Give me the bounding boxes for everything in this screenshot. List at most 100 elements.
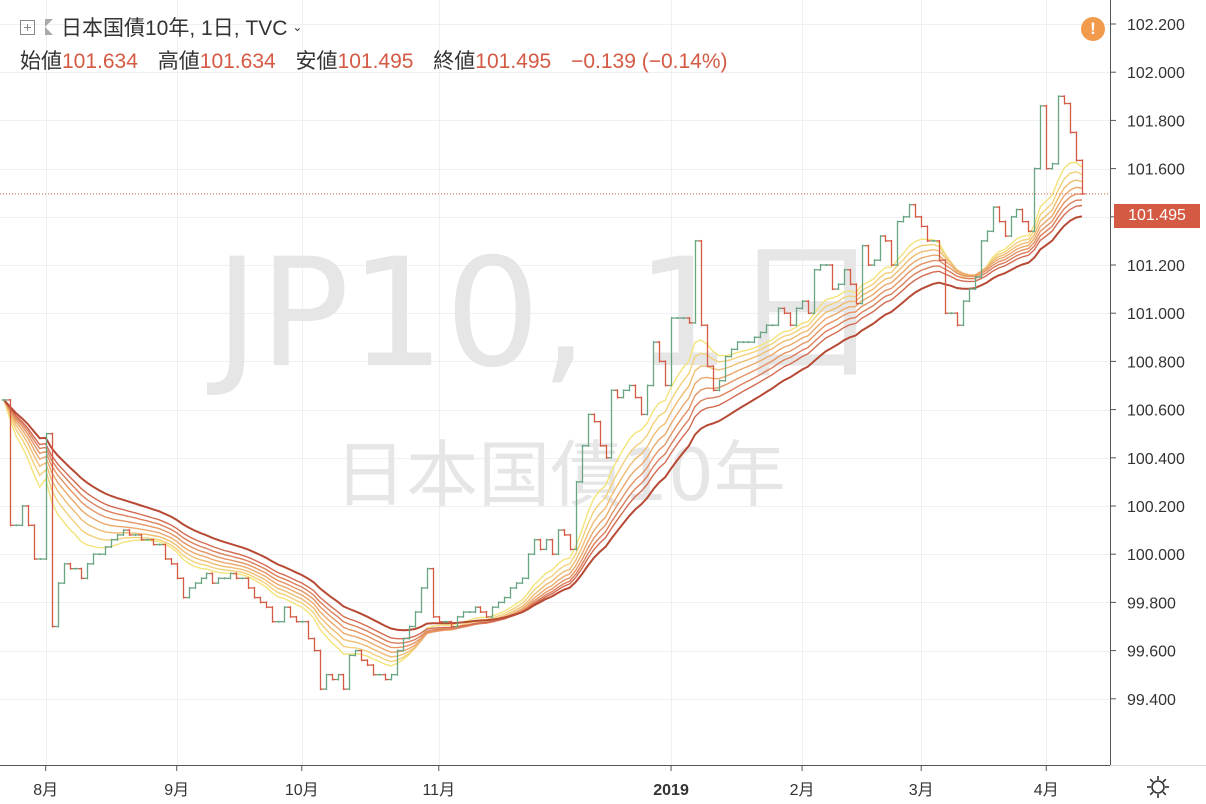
gear-icon[interactable] [1146, 775, 1170, 799]
ohlc-bar [1067, 102, 1074, 134]
ohlc-bar [579, 444, 586, 483]
ohlc-bar [251, 586, 258, 599]
ohlc-bar [418, 586, 425, 614]
ohlc-bar [108, 538, 115, 548]
ohlc-bar [144, 538, 151, 541]
ohlc-bar [394, 649, 401, 676]
ohlc-bar [656, 341, 663, 363]
ohlc-bar [835, 283, 842, 291]
ohlc-bar [1073, 131, 1080, 162]
ohlc-bar [311, 637, 318, 652]
ohlc-bar [436, 615, 443, 623]
y-tick-label: 100.400 [1127, 451, 1185, 468]
ohlc-bar [531, 538, 538, 556]
ohlc-bar [787, 312, 794, 327]
y-tick-label: 99.600 [1127, 644, 1176, 661]
symbol-header[interactable]: 日本国債10年, 1日, TVC ⌄ [20, 12, 302, 42]
ohlc-bar [495, 601, 502, 609]
y-tick-label: 102.000 [1127, 65, 1185, 82]
ohlc-bar [233, 572, 240, 580]
ohlc-bar [716, 379, 723, 392]
plus-box-icon[interactable] [20, 19, 35, 35]
watermark-sub: 日本国債10年 [334, 433, 786, 517]
ohlc-bar [1019, 208, 1026, 223]
x-tick-label: 11月 [422, 782, 455, 799]
ohlc-bar [972, 276, 979, 291]
ohlc-bar [638, 396, 645, 416]
ohlc-bar [698, 239, 705, 327]
ohlc-bar [364, 659, 371, 667]
ohlc-bar [745, 341, 752, 344]
ohlc-bar [376, 673, 383, 676]
ohlc-bar [722, 355, 729, 382]
gridlines [0, 0, 1110, 765]
y-tick-label: 101.200 [1127, 258, 1185, 275]
ohlc-bar [323, 673, 330, 691]
ohlc-bar [209, 572, 216, 585]
ohlc-bar [996, 206, 1003, 223]
ohlc-bar [162, 543, 169, 561]
ohlc-bar [340, 673, 347, 691]
x-tick-label: 2019 [653, 782, 689, 799]
y-tick-label: 101.000 [1127, 306, 1185, 323]
ohlc-bar [561, 529, 568, 536]
ohlc-bar [84, 562, 91, 580]
ohlc-bar [871, 259, 878, 266]
ohlc-legend: 始値101.634 高値101.634 安値101.495 終値101.495 … [20, 45, 728, 75]
ohlc-bar [817, 264, 824, 271]
ohlc-bar [1079, 159, 1086, 195]
open-value: 101.634 [62, 50, 138, 73]
y-tick-label: 101.600 [1127, 162, 1185, 179]
ohlc-bar [567, 533, 574, 551]
ohlc-bar [632, 384, 639, 399]
ohlc-bar [882, 235, 889, 242]
flag-icon[interactable] [45, 19, 53, 35]
last-price-badge: 101.495 [1114, 204, 1200, 228]
ohlc-bar [174, 562, 181, 580]
ohlc-bar [519, 577, 526, 585]
ohlc-bar [454, 615, 461, 628]
ohlc-bar [793, 307, 800, 327]
ohlc-bar [650, 341, 657, 387]
change-value: −0.139 (−0.14%) [571, 50, 728, 73]
ohlc-bar [1013, 208, 1020, 218]
ma-line [3, 179, 1083, 658]
ohlc-bar [466, 611, 473, 614]
open-label: 始値 [20, 50, 62, 73]
ohlc-bar [96, 553, 103, 556]
ohlc-bar [269, 606, 276, 623]
ohlc-bar [150, 538, 157, 546]
ohlc-bar [1, 398, 8, 401]
ohlc-bar [72, 567, 79, 570]
y-tick-label: 100.600 [1127, 403, 1185, 420]
ohlc-bar [299, 620, 306, 623]
chevron-down-icon[interactable]: ⌄ [292, 20, 303, 34]
ohlc-bar [257, 596, 264, 604]
high-value: 101.634 [199, 50, 276, 73]
ohlc-bar [912, 203, 919, 218]
ma-line [3, 199, 1083, 644]
y-tick-label: 102.200 [1127, 17, 1185, 34]
ohlc-bar [978, 239, 985, 279]
ohlc-bar [281, 606, 288, 623]
symbol-title: 日本国債10年, 1日, TVC [61, 17, 288, 40]
ohlc-bar [710, 365, 717, 392]
ohlc-bar [483, 611, 490, 618]
x-tick-label: 8月 [33, 782, 58, 799]
ma-line [3, 204, 1083, 640]
ohlc-bar [757, 331, 764, 339]
ohlc-bar [126, 529, 133, 536]
y-tick-label: 100.000 [1127, 547, 1185, 564]
ohlc-bar [751, 336, 758, 344]
ohlc-bar [728, 348, 735, 358]
ohlc-bar [930, 239, 937, 242]
ohlc-bar [329, 673, 336, 681]
warning-icon[interactable]: ! [1081, 17, 1105, 41]
ohlc-bar [293, 615, 300, 623]
ohlc-bar [19, 505, 26, 527]
ma-line [3, 170, 1083, 663]
ohlc-bar [37, 558, 44, 561]
ohlc-bar [132, 533, 139, 536]
ohlc-bar [900, 215, 907, 223]
